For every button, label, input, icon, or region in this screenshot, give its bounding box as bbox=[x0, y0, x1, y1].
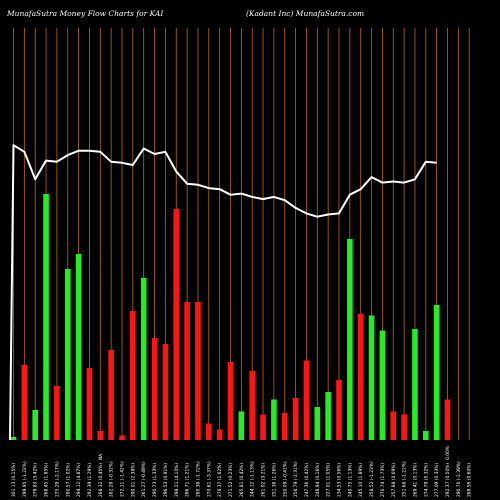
x-tick-label: 261.27 (-0.49%) bbox=[141, 461, 147, 497]
outflow-bar bbox=[303, 360, 310, 440]
x-tick-label: 258.52 (-1.23%) bbox=[369, 461, 375, 497]
x-tick-label: 272.11 (-1.42%) bbox=[120, 461, 126, 497]
inflow-bar bbox=[140, 278, 147, 440]
x-tick-label: 250.09 (-0.41%) bbox=[282, 461, 288, 497]
outflow-bar bbox=[86, 368, 93, 440]
x-tick-label: 244.12 (-1.13%) bbox=[250, 461, 256, 497]
inflow-bar bbox=[379, 330, 386, 440]
x-tick-label: 247.36 (0.42%) bbox=[304, 463, 310, 497]
x-tick-label: 257.88 (0.69%) bbox=[391, 463, 397, 497]
outflow-bar bbox=[151, 338, 158, 440]
x-tick-label: 251.68 (-1.22%) bbox=[402, 461, 408, 497]
x-tick-label: 298.21 (4.10%) bbox=[174, 463, 180, 497]
x-tick-label: 299.95 (-1.22%) bbox=[22, 461, 28, 497]
x-tick-label: 279.83 (3.42%) bbox=[33, 463, 39, 497]
inflow-bar bbox=[314, 407, 321, 440]
outflow-bar bbox=[227, 362, 234, 440]
x-tick-label: 288.56 (0.60%) bbox=[467, 463, 473, 497]
inflow-bar bbox=[271, 399, 277, 440]
x-tick-label: 274.79 (0.32%) bbox=[423, 463, 429, 497]
inflow-bar bbox=[423, 431, 429, 440]
x-tick-note: NA bbox=[98, 454, 104, 460]
bar-series bbox=[10, 194, 451, 440]
grid-lines bbox=[13, 28, 470, 440]
x-tick-label: 290.73 (1.33%) bbox=[152, 463, 158, 497]
x-tick-label: 268.45 (1.85%) bbox=[44, 463, 50, 497]
x-tick-label: 275.29 (-2.17%) bbox=[54, 461, 60, 497]
outflow-bar bbox=[260, 414, 266, 440]
x-tick-label: 245.10 (1.89%) bbox=[358, 463, 364, 497]
x-tick-label: 290.01 (2.38%) bbox=[130, 463, 136, 497]
outflow-bar bbox=[130, 311, 136, 440]
inflow-bar bbox=[75, 254, 82, 440]
outflow-bar bbox=[184, 302, 190, 440]
x-tick-label: 240.75 (1.13%) bbox=[347, 463, 353, 497]
outflow-bar bbox=[444, 399, 451, 440]
outflow-bar bbox=[195, 302, 201, 440]
inflow-bar bbox=[368, 315, 375, 440]
outflow-bar bbox=[401, 414, 407, 440]
inflow-bar bbox=[433, 305, 440, 440]
inflow-bar bbox=[238, 411, 245, 440]
inflow-bar bbox=[43, 194, 49, 440]
x-tick-label: 294.12 (4.87%) bbox=[76, 463, 82, 497]
outflow-bar bbox=[108, 350, 114, 440]
x-tick-label: 301.13 (0.15%) bbox=[11, 463, 17, 497]
outflow-bar bbox=[162, 344, 169, 440]
x-tick-label: 227.01 (1.05%) bbox=[326, 463, 332, 497]
inflow-bar bbox=[64, 269, 71, 440]
x-tick-note: 0.00% bbox=[445, 446, 451, 460]
outflow-bar bbox=[21, 365, 28, 440]
outflow-bar bbox=[173, 209, 180, 440]
outflow-bar bbox=[97, 431, 104, 440]
x-axis-tick-labels: 301.13 (0.15%) 299.95 (-1.22%) 279.83 (3.4… bbox=[11, 446, 473, 497]
x-tick-label: 256.79 (-2.31%) bbox=[293, 461, 299, 497]
x-tick-label: 234.53 (0.56%) bbox=[337, 463, 343, 497]
outflow-bar bbox=[390, 411, 397, 440]
inflow-bar bbox=[32, 410, 38, 440]
inflow-bar bbox=[412, 329, 418, 440]
chart-title: MunafaSutra Money Flow Charts for KAI bbox=[7, 9, 164, 18]
outflow-bar bbox=[206, 423, 212, 440]
x-tick-label: 270.74 (1.73%) bbox=[380, 463, 386, 497]
outflow-bar bbox=[357, 314, 364, 440]
x-tick-label: 271.52 (0.23%) bbox=[228, 463, 234, 497]
outflow-bar bbox=[54, 386, 60, 440]
price-line-series bbox=[9, 144, 437, 441]
inflow-bar bbox=[10, 437, 17, 440]
x-tick-label: 282.28 (-0.32%) bbox=[109, 461, 115, 497]
x-tick-label: 280.57 (1.02%) bbox=[65, 463, 71, 497]
x-tick-label: 292.39 (1.29%) bbox=[87, 463, 93, 497]
outflow-bar bbox=[292, 398, 299, 440]
inflow-bar bbox=[347, 239, 353, 440]
x-tick-label: 288.32 (0.45%) bbox=[98, 463, 104, 497]
outflow-bar bbox=[281, 413, 288, 440]
x-tick-label: 277.09 (0.33%) bbox=[434, 463, 440, 497]
x-tick-label: 270.61 (-3.37%) bbox=[206, 461, 212, 497]
outflow-bar bbox=[119, 435, 125, 440]
inflow-bar bbox=[325, 392, 331, 440]
outflow-bar bbox=[336, 380, 342, 440]
chart-source: (Kadant Inc) MunafaSutra.com bbox=[246, 9, 365, 18]
x-tick-label: 290.70 (-2.39%) bbox=[456, 461, 462, 497]
x-tick-label: 251.38 (1.26%) bbox=[271, 463, 277, 497]
price-line bbox=[9, 144, 437, 441]
x-tick-label: 265.81 (0.42%) bbox=[239, 463, 245, 497]
x-tick-label: 269.41 (0.13%) bbox=[412, 463, 418, 497]
x-tick-label: 248.94 (0.16%) bbox=[315, 463, 321, 497]
x-tick-label: 278.37 (1.62%) bbox=[217, 463, 223, 497]
x-tick-label: 286.71 (1.21%) bbox=[185, 463, 191, 497]
x-tick-label: 280.38 (-1.72%) bbox=[195, 461, 201, 497]
x-tick-label: 296.53 (0.91%) bbox=[163, 463, 169, 497]
x-tick-label: 292.37 (0.50%) bbox=[445, 463, 451, 497]
x-tick-label: 261.02 (3.21%) bbox=[261, 463, 267, 497]
outflow-bar bbox=[216, 429, 223, 440]
outflow-bar bbox=[249, 371, 255, 440]
